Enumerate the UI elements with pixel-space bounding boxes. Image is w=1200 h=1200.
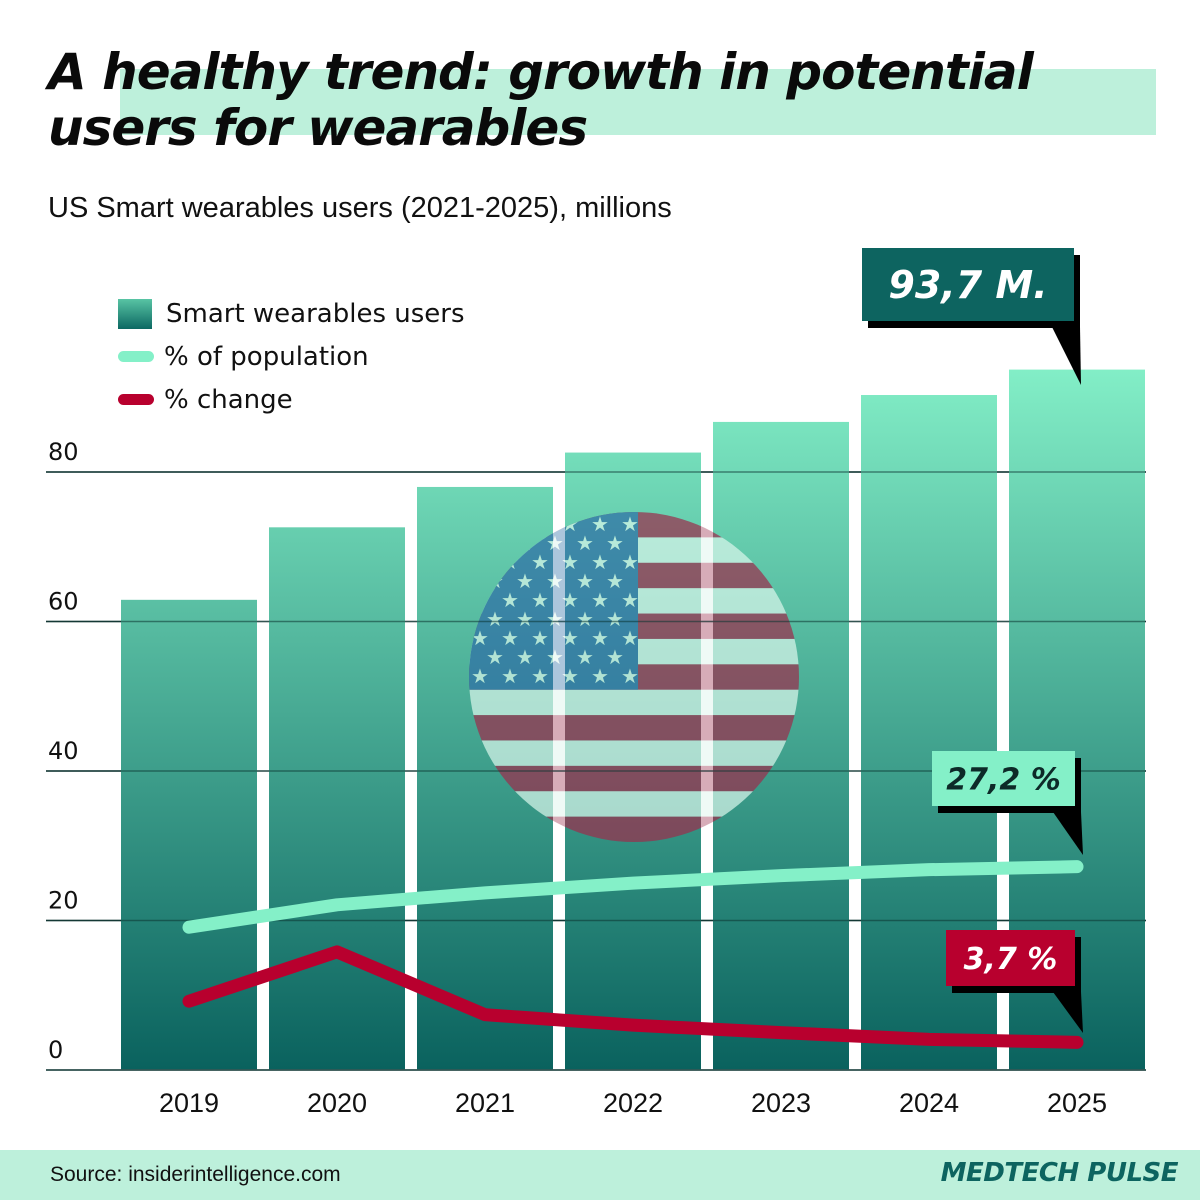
flag-star: ★ — [486, 607, 504, 631]
flag-star: ★ — [471, 626, 489, 650]
flag-stripe — [469, 715, 799, 741]
y-tick-label: 20 — [48, 887, 79, 915]
chart-subtitle: US Smart wearables users (2021-2025), mi… — [48, 192, 672, 224]
callout-pointer — [1053, 992, 1083, 1033]
flag-star: ★ — [576, 607, 594, 631]
flag-star: ★ — [606, 569, 624, 593]
series-lines — [182, 860, 1084, 1049]
y-axis-ticks: 0 20 40 60 80 — [48, 438, 79, 1064]
legend-label: % change — [164, 384, 293, 415]
flag-star: ★ — [621, 512, 639, 536]
callouts: 93,7 M. 27,2 % 3,7 % — [862, 248, 1083, 1033]
x-tick-label: 2022 — [603, 1088, 663, 1118]
flag-star: ★ — [621, 664, 639, 688]
flag-stripe — [469, 765, 799, 792]
flag-stripe — [469, 689, 799, 716]
legend-label: Smart wearables users — [166, 298, 465, 329]
legend-item-change: % change — [118, 378, 465, 421]
callout-box — [932, 751, 1075, 806]
callout-pointer — [1052, 327, 1081, 385]
y-tick-label: 40 — [48, 737, 79, 765]
flag-star: ★ — [516, 607, 534, 631]
legend-line-swatch — [118, 394, 154, 405]
flag-star: ★ — [546, 645, 564, 669]
bar-2020 — [269, 527, 405, 1070]
bar-gap — [849, 500, 861, 850]
callout-users-2025: 93,7 M. — [862, 248, 1081, 385]
x-tick-label: 2020 — [307, 1088, 367, 1118]
flag-star: ★ — [531, 588, 549, 612]
legend-bar-swatch — [118, 298, 152, 329]
legend-item-population: % of population — [118, 335, 465, 378]
callout-text: 93,7 M. — [888, 263, 1047, 307]
title-highlight — [120, 69, 1156, 135]
legend-label: % of population — [164, 341, 369, 372]
legend-line-swatch — [118, 351, 154, 362]
x-tick-label: 2024 — [899, 1088, 959, 1118]
flag-star: ★ — [606, 645, 624, 669]
flag-star: ★ — [621, 588, 639, 612]
flag-star: ★ — [486, 645, 504, 669]
callout-change-2025: 3,7 % — [946, 930, 1083, 1033]
flag-star: ★ — [501, 664, 519, 688]
flag-star: ★ — [561, 626, 579, 650]
callout-box — [862, 248, 1074, 321]
flag-star: ★ — [516, 645, 534, 669]
bar-gap — [405, 500, 417, 850]
flag-star: ★ — [546, 607, 564, 631]
y-tick-label: 80 — [48, 438, 79, 466]
flag-star: ★ — [501, 588, 519, 612]
x-tick-label: 2025 — [1047, 1088, 1107, 1118]
bar-gap — [701, 500, 713, 850]
change-line — [182, 945, 1084, 1049]
flag-star: ★ — [531, 626, 549, 650]
flag-star: ★ — [606, 607, 624, 631]
legend-item-users: Smart wearables users — [118, 292, 465, 335]
flag-star: ★ — [546, 569, 564, 593]
flag-star: ★ — [531, 550, 549, 574]
title-line-1: A healthy trend: growth in potential — [48, 43, 1034, 101]
flag-star: ★ — [621, 626, 639, 650]
callout-text: 3,7 % — [964, 942, 1058, 977]
x-tick-label: 2023 — [751, 1088, 811, 1118]
x-axis-ticks: 2019 2020 2021 2022 2023 2024 2025 — [46, 1069, 1146, 1118]
title-line-2: users for wearables — [48, 99, 588, 157]
flag-star: ★ — [516, 569, 534, 593]
flag-star: ★ — [561, 588, 579, 612]
y-tick-label: 0 — [48, 1036, 63, 1064]
flag-star: ★ — [471, 664, 489, 688]
source-text: Source: insiderintelligence.com — [50, 1163, 341, 1186]
callout-population-2025: 27,2 % — [932, 751, 1083, 855]
flag-star: ★ — [576, 645, 594, 669]
bar-gap — [257, 500, 269, 850]
flag-star: ★ — [591, 626, 609, 650]
chart-title: A healthy trend: growth in potential use… — [48, 43, 1034, 157]
x-tick-label: 2021 — [455, 1088, 515, 1118]
flag-star: ★ — [531, 664, 549, 688]
flag-star: ★ — [546, 531, 564, 555]
flag-star: ★ — [561, 550, 579, 574]
legend: Smart wearables users % of population % … — [118, 292, 465, 421]
callout-text: 27,2 % — [946, 762, 1061, 797]
flag-star: ★ — [576, 569, 594, 593]
flag-star: ★ — [561, 664, 579, 688]
brand-logo: MEDTECH PULSE — [940, 1158, 1179, 1188]
x-tick-label: 2019 — [159, 1088, 219, 1118]
flag-stripe — [469, 740, 799, 767]
flag-star: ★ — [621, 550, 639, 574]
flag-star: ★ — [606, 531, 624, 555]
footer-bar — [0, 1150, 1200, 1200]
flag-star: ★ — [591, 512, 609, 536]
flag-star: ★ — [576, 531, 594, 555]
flag-star: ★ — [501, 626, 519, 650]
flag-star: ★ — [591, 664, 609, 688]
flag-star: ★ — [591, 588, 609, 612]
callout-box — [946, 930, 1075, 986]
population-line — [182, 860, 1084, 934]
bar-gap — [553, 500, 565, 850]
flag-star: ★ — [591, 550, 609, 574]
y-tick-label: 60 — [48, 588, 79, 616]
callout-pointer — [1053, 812, 1083, 855]
